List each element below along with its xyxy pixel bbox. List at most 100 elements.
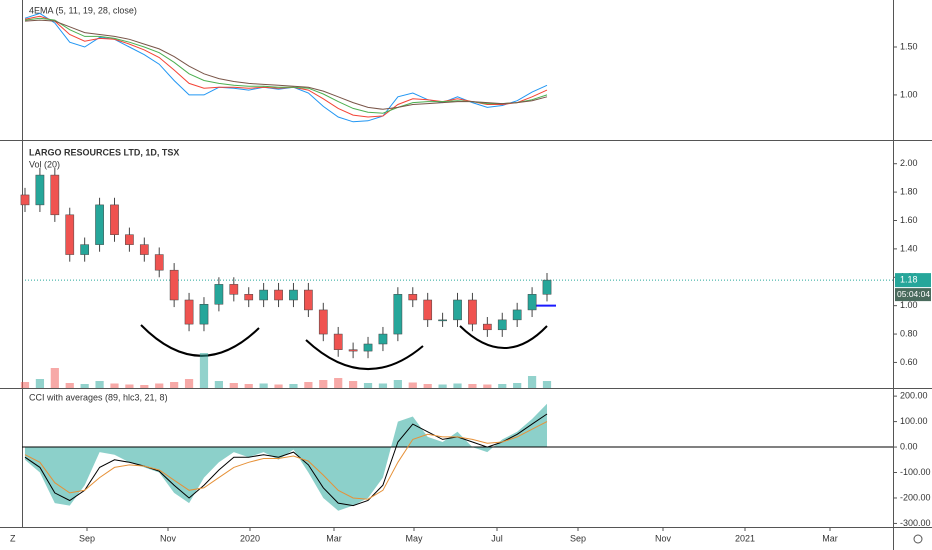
volume-bar bbox=[244, 384, 253, 388]
candle-body bbox=[274, 289, 283, 301]
candle-body bbox=[289, 289, 298, 301]
y-tick-label: -200.00 bbox=[900, 492, 931, 502]
volume-bar bbox=[259, 383, 268, 388]
last-price-label: 1.18 bbox=[900, 274, 918, 284]
candle-body bbox=[378, 333, 388, 345]
volume-bar bbox=[453, 383, 462, 388]
x-tick-label: 2021 bbox=[735, 533, 755, 543]
drawing-arc bbox=[305, 339, 424, 370]
y-tick-label: 0.60 bbox=[900, 357, 918, 367]
volume-bar bbox=[319, 380, 328, 388]
candle-body bbox=[259, 289, 268, 301]
volume-bar bbox=[483, 384, 492, 388]
volume-bar bbox=[498, 384, 507, 388]
pane-title: 4EMA (5, 11, 19, 28, close) bbox=[29, 5, 137, 15]
x-tick-label: Sep bbox=[79, 533, 95, 543]
candle-body bbox=[512, 309, 522, 321]
volume-bar bbox=[170, 382, 179, 388]
candle-body bbox=[154, 254, 164, 271]
countdown-badge bbox=[895, 288, 931, 302]
candle-body bbox=[497, 319, 507, 331]
candle-body bbox=[95, 204, 104, 245]
x-tick-label: Sep bbox=[570, 533, 586, 543]
candle-body bbox=[423, 299, 433, 321]
candle-body bbox=[199, 303, 209, 325]
candle-body bbox=[139, 244, 149, 255]
x-tick-label: 2020 bbox=[240, 533, 260, 543]
y-tick-label: 1.50 bbox=[900, 41, 918, 51]
indicator-line bbox=[24, 19, 548, 110]
volume-bar bbox=[20, 382, 30, 388]
y-tick-label: -300.00 bbox=[900, 518, 931, 528]
volume-bar bbox=[468, 384, 477, 388]
indicator-line bbox=[24, 421, 548, 500]
candle-body bbox=[453, 299, 462, 321]
volume-bar bbox=[65, 383, 74, 388]
x-tick-label: May bbox=[405, 533, 423, 543]
volume-bar bbox=[334, 378, 343, 388]
candle-body bbox=[184, 299, 194, 325]
volume-bar bbox=[184, 379, 194, 388]
candle-body bbox=[229, 284, 239, 295]
corner-label[interactable]: Z bbox=[10, 533, 16, 543]
y-tick-label: 100.00 bbox=[900, 416, 928, 426]
y-tick-label: 1.40 bbox=[900, 243, 918, 253]
x-tick-label: Nov bbox=[655, 533, 672, 543]
volume-bar bbox=[393, 380, 402, 388]
volume-bar bbox=[274, 384, 283, 388]
candle-body bbox=[50, 174, 60, 216]
volume-bar bbox=[35, 379, 45, 388]
y-tick-label: 0.80 bbox=[900, 328, 918, 338]
candle-body bbox=[65, 214, 75, 255]
candle-body bbox=[125, 234, 134, 245]
y-tick-label: 1.60 bbox=[900, 215, 918, 225]
candle-body bbox=[333, 333, 343, 350]
volume-bar bbox=[304, 382, 313, 388]
candle-body bbox=[468, 299, 477, 325]
volume-bar bbox=[349, 381, 358, 388]
y-tick-label: 1.00 bbox=[900, 300, 918, 310]
y-tick-label: 1.00 bbox=[900, 89, 918, 99]
candle-body bbox=[348, 349, 358, 352]
candle-body bbox=[482, 323, 492, 331]
x-tick-label: Mar bbox=[326, 533, 342, 543]
volume-bar bbox=[363, 383, 373, 388]
settings-icon[interactable] bbox=[913, 534, 923, 544]
volume-bar bbox=[513, 383, 522, 388]
y-tick-label: -100.00 bbox=[900, 467, 931, 477]
candle-body bbox=[20, 194, 30, 206]
volume-bar bbox=[214, 381, 223, 388]
candle-body bbox=[35, 174, 45, 206]
drawing-arc bbox=[459, 325, 548, 349]
y-tick-label: 2.00 bbox=[900, 158, 918, 168]
pane-subtitle: Vol (20) bbox=[29, 159, 60, 169]
volume-bar bbox=[542, 381, 552, 388]
candle-body bbox=[110, 204, 119, 235]
volume-bar bbox=[289, 384, 298, 388]
volume-bar bbox=[140, 385, 149, 388]
y-tick-label: 1.80 bbox=[900, 186, 918, 196]
volume-bar bbox=[378, 383, 388, 388]
pane-title: LARGO RESOURCES LTD, 1D, TSX bbox=[29, 147, 179, 157]
y-tick-label: 0.00 bbox=[900, 441, 918, 451]
candle-body bbox=[214, 284, 224, 305]
volume-bar bbox=[110, 383, 119, 388]
volume-bar bbox=[155, 383, 164, 388]
last-price-badge bbox=[895, 273, 931, 288]
volume-bar bbox=[50, 368, 59, 388]
volume-bar bbox=[95, 381, 104, 388]
volume-bar bbox=[80, 384, 89, 388]
volume-bar bbox=[438, 384, 447, 388]
volume-bar bbox=[229, 383, 238, 388]
candle-body bbox=[438, 319, 447, 322]
pane-title: CCI with averages (89, hlc3, 21, 8) bbox=[29, 392, 168, 402]
candle-body bbox=[408, 294, 418, 301]
volume-bar bbox=[125, 384, 134, 388]
y-tick-label: 200.00 bbox=[900, 391, 928, 401]
cci-area bbox=[25, 403, 547, 511]
volume-bar bbox=[527, 376, 537, 388]
x-tick-label: Mar bbox=[822, 533, 838, 543]
volume-bar bbox=[423, 384, 432, 388]
